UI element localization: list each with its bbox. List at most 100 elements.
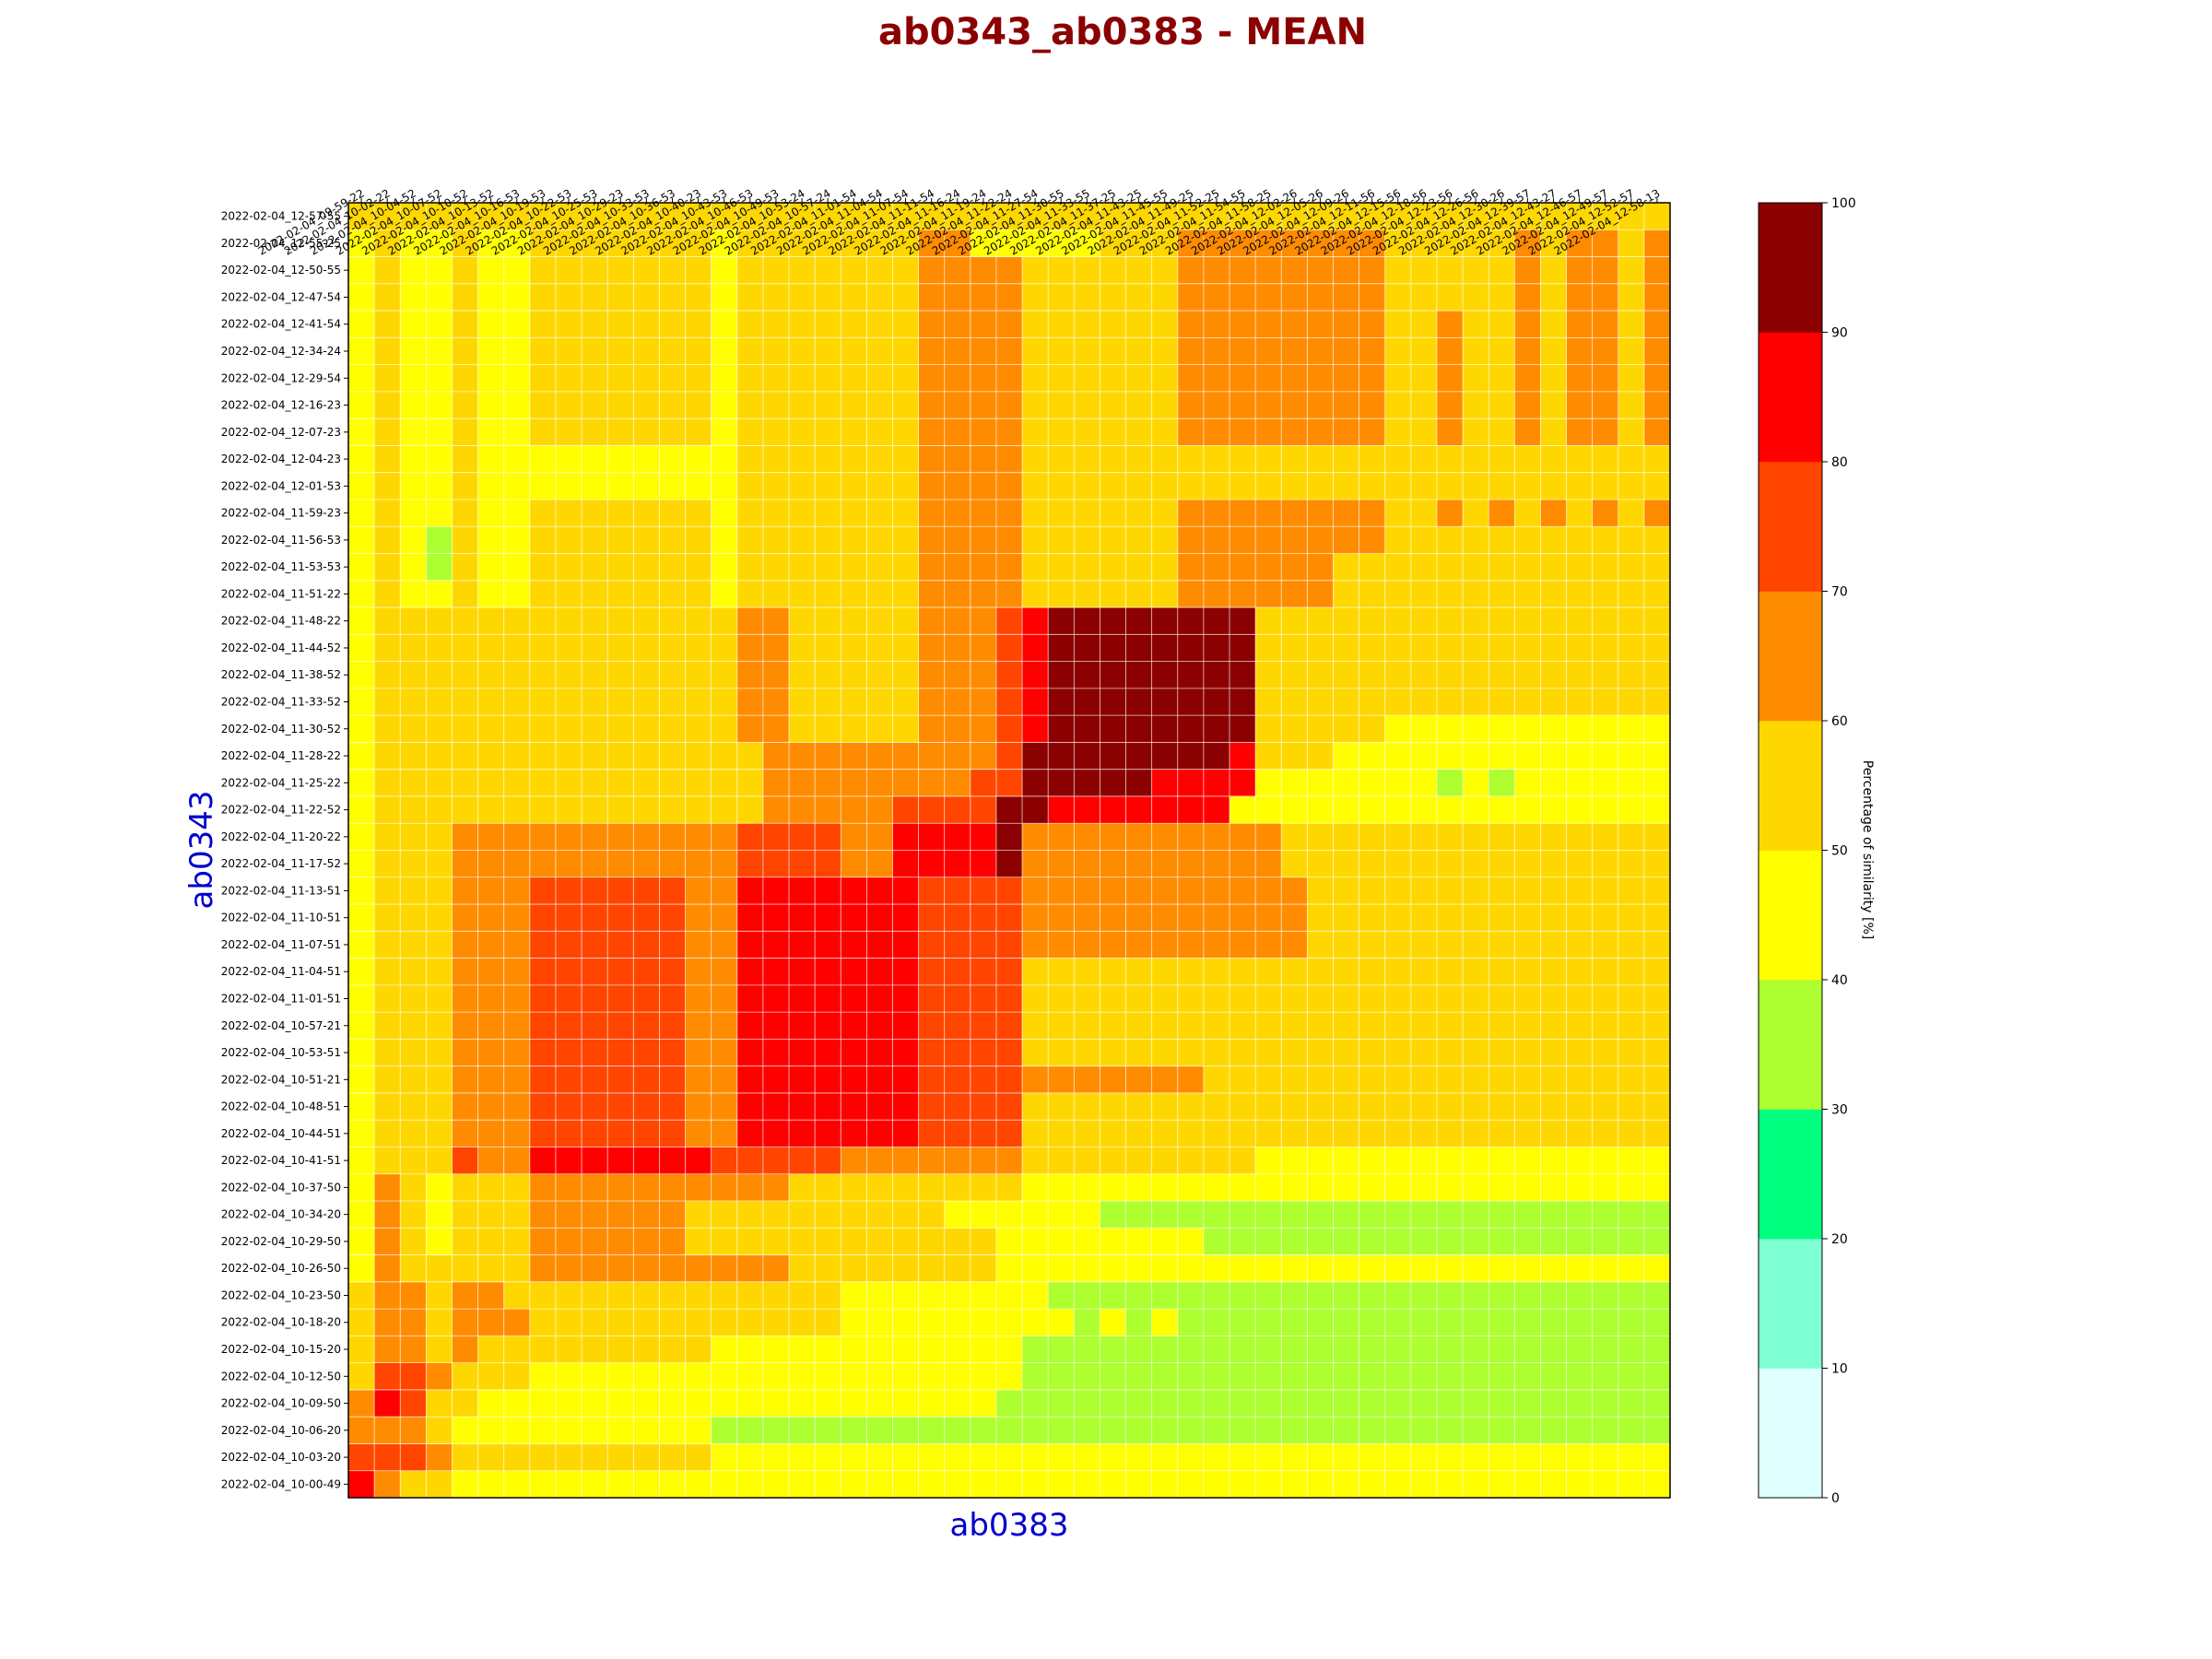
- heatmap-cell: [1203, 1443, 1230, 1472]
- heatmap-cell: [659, 499, 686, 527]
- heatmap-cell: [659, 418, 686, 446]
- heatmap-cell: [1463, 850, 1489, 878]
- heatmap-cell: [1022, 607, 1049, 635]
- heatmap-cell: [477, 1120, 505, 1147]
- heatmap-cell: [503, 795, 531, 824]
- heatmap-cell: [1333, 769, 1359, 797]
- heatmap-cell: [1022, 1281, 1049, 1310]
- heatmap-cell: [1463, 526, 1489, 554]
- heatmap-cell: [1436, 445, 1464, 474]
- heatmap-cell: [1022, 1228, 1049, 1255]
- heatmap-cell: [1488, 1120, 1515, 1147]
- heatmap-cell: [1022, 1417, 1049, 1444]
- heatmap-cell: [995, 1417, 1023, 1444]
- heatmap-cell: [1333, 1417, 1359, 1444]
- colorbar-tick-label: 10: [1831, 1362, 1848, 1377]
- heatmap-cell: [1333, 1389, 1359, 1418]
- heatmap-cell: [685, 256, 712, 285]
- heatmap-cell: [1307, 877, 1334, 905]
- heatmap-cell: [1514, 283, 1541, 312]
- heatmap-cell: [736, 203, 764, 230]
- heatmap-cell: [1618, 1335, 1645, 1363]
- heatmap-cell: [1359, 580, 1386, 608]
- heatmap-cell: [1359, 256, 1386, 285]
- colorbar-segment: [1759, 1239, 1822, 1369]
- heatmap-cell: [736, 931, 764, 959]
- heatmap-cell: [815, 229, 841, 257]
- heatmap-cell: [970, 634, 997, 662]
- heatmap-cell: [1618, 283, 1645, 312]
- heatmap-cell: [866, 607, 893, 635]
- heatmap-cell: [1255, 931, 1282, 959]
- heatmap-cell: [1463, 1228, 1489, 1255]
- heatmap-cell: [970, 904, 997, 932]
- heatmap-cell: [789, 984, 816, 1013]
- heatmap-cell: [1488, 1417, 1515, 1444]
- heatmap-cell: [1151, 337, 1179, 365]
- heatmap-cell: [1643, 634, 1671, 662]
- heatmap-cell: [426, 742, 453, 770]
- heatmap-cell: [918, 1335, 946, 1363]
- heatmap-cell: [400, 769, 427, 797]
- y-axis-label: ab0343: [183, 791, 220, 910]
- heatmap-cell: [1100, 850, 1126, 878]
- heatmap-cell: [1307, 580, 1334, 608]
- heatmap-cell: [762, 661, 790, 689]
- heatmap-cell: [1048, 1228, 1075, 1255]
- heatmap-cell: [633, 445, 660, 474]
- heatmap-cell: [1514, 742, 1541, 770]
- heatmap-cell: [1307, 553, 1334, 582]
- heatmap-cell: [1384, 1470, 1412, 1499]
- heatmap-cell: [1540, 904, 1567, 932]
- heatmap-cell: [477, 1228, 505, 1255]
- heatmap-cell: [1255, 634, 1282, 662]
- heatmap-cell: [452, 769, 478, 797]
- heatmap-cell: [659, 1201, 686, 1229]
- heatmap-cell: [1643, 742, 1671, 770]
- heatmap-cell: [1281, 580, 1308, 608]
- heatmap-cell: [789, 688, 816, 716]
- heatmap-cell: [1410, 1362, 1438, 1391]
- heatmap-cell: [1359, 1443, 1386, 1472]
- heatmap-cell: [503, 1120, 531, 1147]
- heatmap-cell: [348, 1065, 375, 1094]
- heatmap-cell: [1566, 742, 1593, 770]
- heatmap-cell: [970, 203, 997, 230]
- heatmap-cell: [892, 661, 919, 689]
- heatmap-cell: [1618, 1147, 1645, 1175]
- heatmap-cell: [503, 823, 531, 851]
- heatmap-cell: [1048, 931, 1075, 959]
- heatmap-cell: [1230, 1147, 1256, 1175]
- heatmap-cell: [892, 1173, 919, 1202]
- heatmap-cell: [1177, 418, 1205, 446]
- heatmap-cell: [582, 1120, 608, 1147]
- heatmap-cell: [348, 931, 375, 959]
- heatmap-cell: [866, 1065, 893, 1094]
- heatmap-cell: [659, 1470, 686, 1499]
- heatmap-cell: [555, 580, 582, 608]
- heatmap-cell: [944, 203, 971, 230]
- heatmap-cell: [1618, 337, 1645, 365]
- heatmap-cell: [866, 1120, 893, 1147]
- heatmap-cell: [477, 634, 505, 662]
- y-tick-label: 2022-02-04_11-48-22: [221, 615, 341, 628]
- heatmap-cell: [866, 1039, 893, 1066]
- heatmap-cell: [1307, 661, 1334, 689]
- heatmap-cell: [1643, 984, 1671, 1013]
- heatmap-cell: [400, 984, 427, 1013]
- heatmap-cell: [348, 1281, 375, 1310]
- heatmap-cell: [1436, 607, 1464, 635]
- heatmap-cell: [711, 337, 738, 365]
- heatmap-cell: [1540, 311, 1567, 338]
- heatmap-cell: [633, 904, 660, 932]
- heatmap-cell: [607, 472, 634, 500]
- heatmap-cell: [400, 1173, 427, 1202]
- heatmap-cell: [970, 607, 997, 635]
- y-tick-label: 2022-02-04_11-44-52: [221, 641, 341, 654]
- heatmap-cell: [944, 526, 971, 554]
- heatmap-cell: [1230, 1173, 1256, 1202]
- heatmap-cell: [529, 1092, 557, 1121]
- heatmap-cell: [892, 607, 919, 635]
- heatmap-cell: [633, 1147, 660, 1175]
- heatmap-cell: [1436, 688, 1464, 716]
